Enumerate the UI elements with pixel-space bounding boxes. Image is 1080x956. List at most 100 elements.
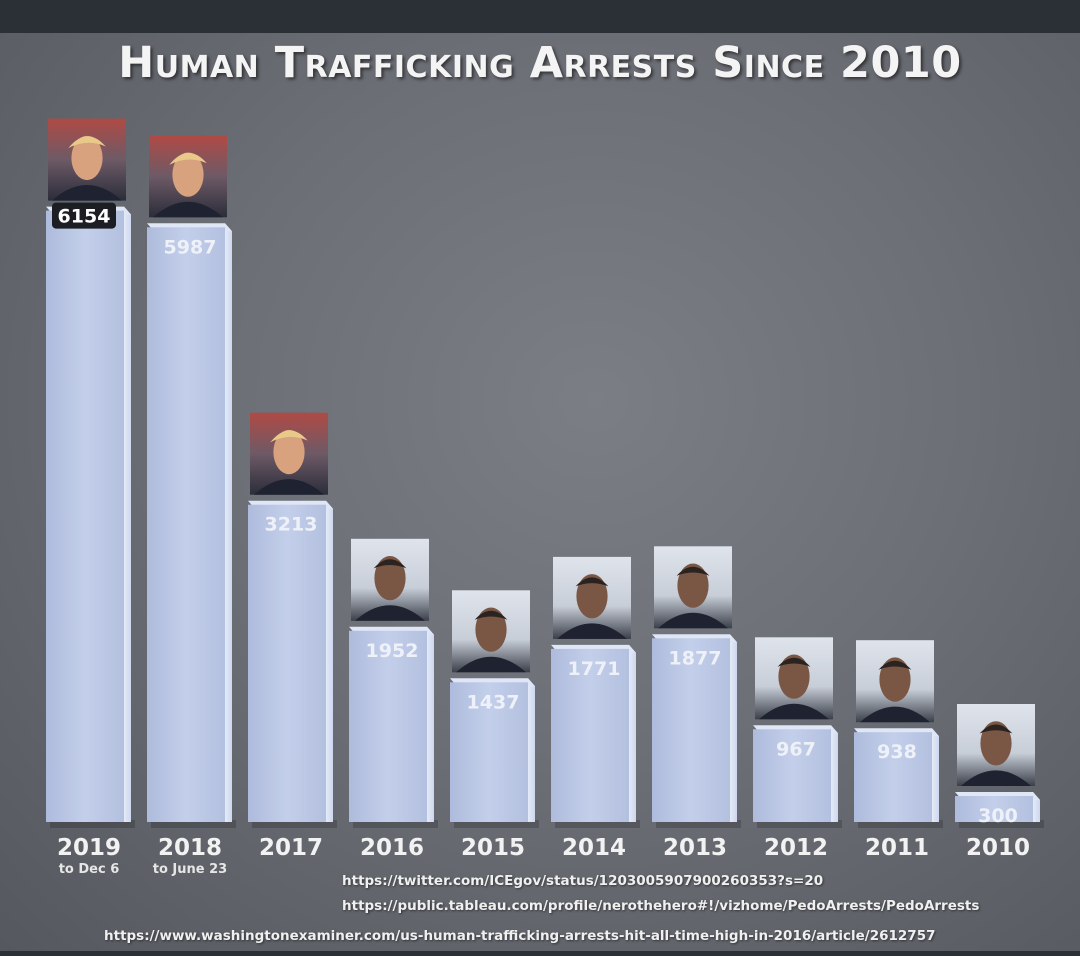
bar — [551, 648, 629, 822]
bar-portrait-9 — [957, 704, 1035, 786]
portrait-hair — [474, 610, 508, 620]
value-label-bg — [52, 202, 116, 229]
portrait-face — [71, 135, 103, 181]
bar — [652, 638, 730, 822]
bar-portrait-1 — [149, 135, 227, 218]
bar — [955, 796, 1033, 822]
portrait-shoulders — [658, 612, 728, 629]
bar-side — [629, 644, 636, 822]
bar-shadow — [50, 820, 135, 828]
value-label: 3213 — [265, 514, 318, 536]
portrait-face — [879, 657, 911, 702]
portrait-shoulders — [456, 656, 526, 673]
portrait-shoulders — [52, 185, 122, 201]
bar-side — [730, 634, 737, 822]
portrait-face — [677, 563, 709, 608]
bar-shadow — [151, 820, 236, 828]
bar-shadow — [858, 820, 943, 828]
bar-portrait-4 — [452, 590, 530, 673]
portrait-hair — [979, 724, 1013, 734]
bar-side — [932, 728, 939, 822]
bar-group-2012: 967 2012 — [753, 637, 842, 861]
value-label: 300 — [978, 805, 1018, 827]
bar-group-2017: 3213 2017 — [248, 412, 337, 861]
source-link-2[interactable]: https://public.tableau.com/profile/nerot… — [342, 898, 980, 914]
portrait-hair — [169, 152, 207, 165]
x-tick-label: 2018 — [158, 835, 222, 861]
portrait-face — [374, 556, 406, 601]
value-label: 5987 — [164, 236, 217, 258]
bar — [854, 732, 932, 822]
bar-group-2014: 1771 2014 — [551, 556, 640, 861]
bar-shadow — [656, 820, 741, 828]
bar — [147, 227, 225, 823]
bar-shadow — [757, 820, 842, 828]
portrait-shoulders — [759, 703, 829, 720]
bar-group-2016: 1952 2016 — [349, 538, 438, 861]
value-label: 1952 — [366, 640, 419, 662]
top-bar — [0, 0, 1080, 33]
bar — [349, 630, 427, 822]
bar-portrait-2 — [250, 412, 328, 495]
bar-portrait-0 — [48, 118, 126, 201]
portrait-shoulders — [557, 623, 627, 639]
x-tick-note: to June 23 — [153, 862, 227, 877]
bar-shadow — [454, 820, 539, 828]
portrait-shoulders — [254, 479, 324, 495]
bar-shadow — [252, 820, 337, 828]
x-tick-label: 2011 — [865, 835, 929, 861]
value-label: 938 — [877, 741, 917, 763]
source-link-1[interactable]: https://twitter.com/ICEgov/status/120300… — [342, 873, 824, 889]
bar-group-2011: 938 2011 — [854, 640, 943, 861]
portrait-hair — [373, 559, 407, 569]
bottom-bar — [0, 951, 1080, 956]
portrait-hair — [777, 657, 811, 667]
bar — [450, 682, 528, 822]
portrait-face — [273, 429, 305, 475]
bar-shadow — [353, 820, 438, 828]
bar-side — [124, 206, 131, 823]
bar-group-2013: 1877 2013 — [652, 546, 741, 861]
bar-shadow — [959, 820, 1044, 828]
x-tick-label: 2015 — [461, 835, 525, 861]
x-tick-label: 2013 — [663, 835, 727, 861]
portrait-face — [778, 654, 810, 699]
portrait-shoulders — [153, 201, 223, 218]
source-link-3[interactable]: https://www.washingtonexaminer.com/us-hu… — [104, 928, 936, 944]
value-label: 1877 — [669, 647, 722, 669]
bar-side — [225, 223, 232, 823]
bar-side — [831, 725, 838, 822]
x-tick-label: 2019 — [57, 835, 121, 861]
bar-group-2010: 300 2010 — [955, 704, 1044, 861]
bar-shadow — [555, 820, 640, 828]
portrait-face — [172, 152, 204, 197]
chart-title: Human Trafficking Arrests Since 2010 — [118, 38, 962, 88]
value-label: 1771 — [568, 658, 621, 680]
bar — [46, 210, 124, 823]
value-label: 967 — [776, 738, 816, 760]
x-tick-label: 2017 — [259, 835, 323, 861]
portrait-shoulders — [355, 605, 425, 621]
bar-side — [326, 500, 333, 822]
x-tick-label: 2014 — [562, 835, 626, 861]
portrait-hair — [878, 660, 912, 670]
x-tick-label: 2012 — [764, 835, 828, 861]
portrait-shoulders — [860, 706, 930, 723]
bar-side — [427, 626, 434, 822]
bar-portrait-5 — [553, 556, 631, 639]
bar-portrait-3 — [351, 538, 429, 621]
bar — [248, 504, 326, 822]
portrait-hair — [676, 566, 710, 576]
x-tick-label: 2010 — [966, 835, 1030, 861]
x-tick-label: 2016 — [360, 835, 424, 861]
portrait-hair — [270, 430, 308, 443]
bar-side — [528, 678, 535, 822]
bar-portrait-6 — [654, 546, 732, 629]
bar-portrait-7 — [755, 637, 833, 720]
x-tick-note: to Dec 6 — [59, 862, 120, 877]
portrait-face — [576, 574, 608, 619]
bar-portrait-8 — [856, 640, 934, 723]
